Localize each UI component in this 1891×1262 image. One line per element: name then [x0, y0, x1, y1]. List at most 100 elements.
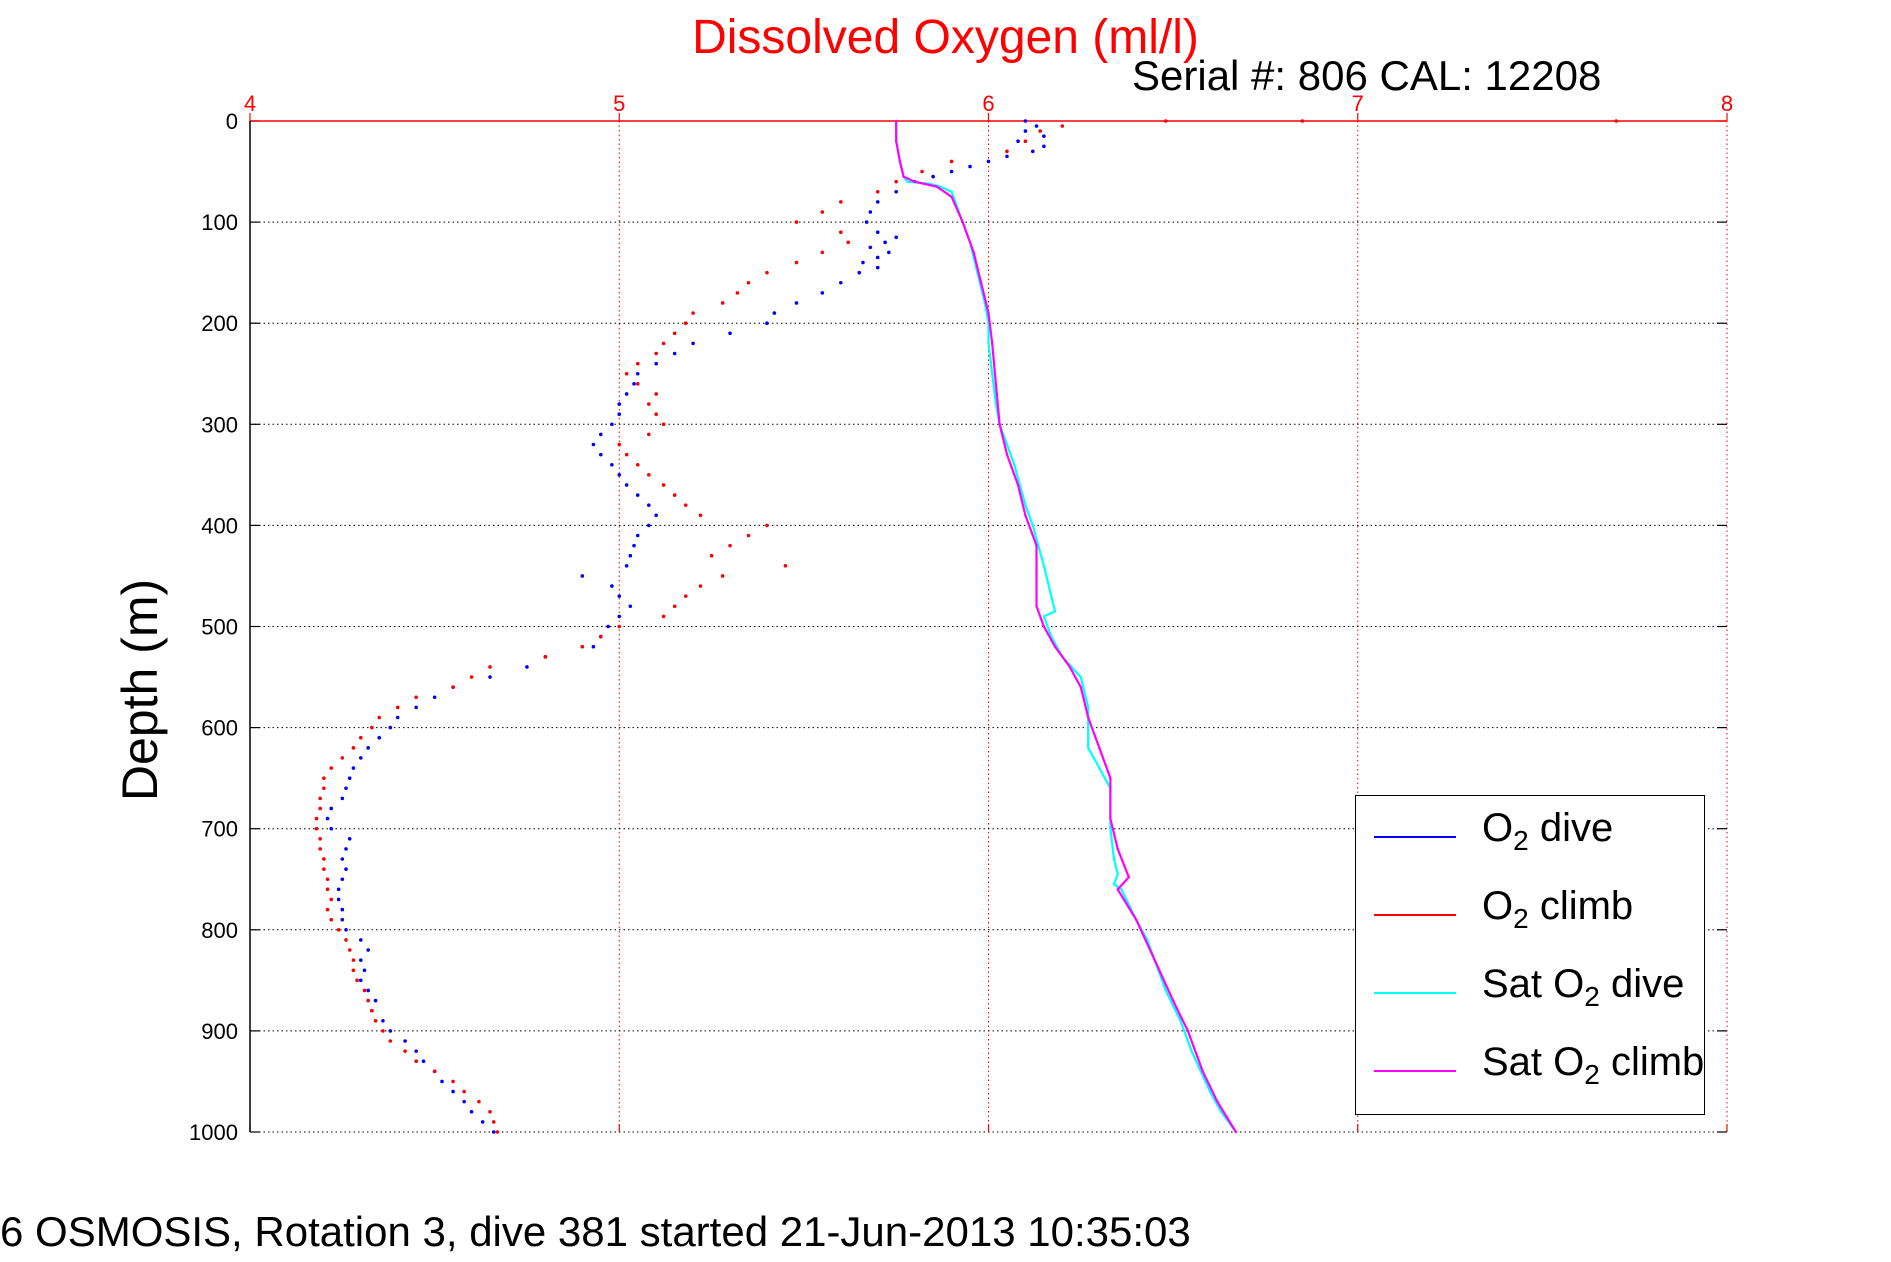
data-point-o2-climb: [735, 291, 740, 295]
data-point-sat-o2-dive: [1031, 524, 1035, 527]
data-point-o2-dive: [358, 978, 363, 983]
y-tick-label: 800: [201, 918, 238, 943]
y-tick-label: 400: [201, 513, 238, 538]
data-point-o2-dive: [347, 837, 352, 841]
data-point-sat-o2-dive: [1208, 1090, 1212, 1093]
legend-swatch-o2-dive: [1374, 836, 1456, 838]
data-point-o2-climb: [325, 887, 330, 892]
data-point-sat-o2-dive: [1190, 1049, 1193, 1053]
data-point-o2-climb: [322, 786, 326, 791]
data-point-sat-o2-dive: [1219, 1110, 1223, 1113]
data-point-o2-climb: [543, 655, 548, 659]
data-point-o2-dive: [366, 988, 370, 993]
data-point-o2-climb: [381, 1029, 385, 1033]
data-point-sat-o2-climb: [961, 220, 964, 224]
data-point-o2-dive: [820, 291, 825, 295]
data-point-o2-climb: [495, 1130, 500, 1134]
data-point-o2-climb: [1023, 139, 1028, 144]
data-point-sat-o2-climb: [1116, 888, 1119, 891]
legend-item-sat-o2-dive: Sat O2 dive: [1374, 962, 1704, 1022]
data-point-sat-o2-climb: [998, 423, 1001, 426]
data-point-o2-dive: [329, 826, 334, 831]
data-point-o2-climb: [414, 695, 418, 700]
data-point-o2-dive: [388, 725, 393, 730]
data-point-sat-o2-dive: [994, 402, 998, 406]
data-point-sat-o2-climb: [1035, 544, 1038, 547]
data-point-o2-climb: [617, 442, 622, 447]
data-point-o2-dive: [462, 1099, 466, 1104]
data-point-o2-dive: [894, 235, 898, 240]
data-point-o2-dive: [377, 735, 382, 740]
data-point-o2-dive: [635, 533, 640, 538]
data-point-o2-climb: [325, 877, 330, 882]
legend-item-o2-climb: O2 climb: [1374, 884, 1704, 944]
data-point-sat-o2-climb: [990, 342, 994, 345]
data-point-o2-dive: [864, 220, 869, 224]
data-point-o2-climb: [672, 604, 677, 609]
data-point-sat-o2-dive: [1112, 883, 1116, 886]
y-tick-label: 700: [201, 817, 238, 842]
data-point-sat-o2-climb: [1068, 665, 1071, 669]
data-point-o2-dive: [986, 159, 991, 164]
x-tick-label: 8: [1721, 91, 1733, 116]
data-point-o2-climb: [1163, 119, 1168, 123]
data-point-o2-climb: [370, 725, 374, 730]
data-point-sat-o2-dive: [1116, 872, 1119, 876]
data-point-sat-o2-dive: [906, 180, 909, 183]
data-point-o2-climb: [654, 351, 658, 356]
data-point-o2-climb: [683, 321, 688, 326]
data-point-o2-dive: [728, 331, 732, 336]
data-point-sat-o2-dive: [1042, 564, 1046, 568]
data-point-o2-climb: [765, 523, 769, 528]
data-point-o2-climb: [318, 796, 322, 801]
data-point-o2-dive: [691, 341, 695, 346]
data-point-o2-dive: [591, 644, 596, 649]
serial-cal-label: Serial #: 806 CAL: 12208: [1132, 52, 1602, 99]
data-point-o2-climb: [728, 543, 732, 548]
y-tick-label: 600: [201, 716, 238, 741]
data-point-o2-climb: [488, 1109, 492, 1114]
data-point-o2-dive: [610, 422, 614, 427]
data-point-o2-climb: [491, 1120, 496, 1124]
data-point-sat-o2-climb: [1171, 999, 1175, 1002]
data-point-o2-dive: [654, 361, 658, 366]
data-point-o2-dive: [591, 442, 596, 447]
data-point-o2-dive: [403, 1039, 407, 1043]
data-point-o2-climb: [362, 988, 367, 993]
data-point-o2-dive: [325, 816, 330, 821]
data-point-o2-dive: [373, 998, 378, 1003]
data-point-o2-climb: [1038, 129, 1042, 133]
data-point-o2-dive: [488, 675, 492, 679]
legend-item-o2-dive: O2 dive: [1374, 806, 1704, 866]
data-point-sat-o2-climb: [979, 281, 983, 284]
data-point-sat-o2-climb: [1042, 625, 1046, 628]
data-point-o2-dive: [617, 594, 622, 598]
data-point-o2-climb: [403, 1049, 407, 1053]
data-point-o2-climb: [1060, 124, 1065, 128]
data-point-o2-dive: [1042, 144, 1046, 149]
data-point-sat-o2-dive: [1109, 827, 1112, 830]
legend-label-sat-o2-dive: Sat O2 dive: [1482, 962, 1685, 1012]
data-point-o2-dive: [414, 705, 418, 710]
data-point-sat-o2-climb: [1005, 453, 1009, 456]
data-point-o2-climb: [920, 169, 924, 174]
data-point-o2-dive: [617, 412, 622, 416]
data-point-sat-o2-dive: [1079, 675, 1083, 679]
data-point-o2-climb: [672, 331, 677, 336]
data-point-o2-dive: [598, 432, 603, 437]
data-point-o2-dive: [440, 1079, 444, 1084]
x-tick-label: 4: [244, 91, 256, 116]
data-point-o2-dive: [421, 1059, 426, 1064]
data-point-sat-o2-climb: [1079, 685, 1083, 689]
data-point-o2-dive: [358, 938, 363, 942]
series-layer: [314, 119, 1619, 1134]
data-point-sat-o2-dive: [1042, 615, 1046, 618]
data-point-o2-climb: [358, 735, 363, 740]
data-point-o2-climb: [709, 553, 714, 558]
data-point-o2-dive: [395, 715, 400, 720]
data-point-o2-climb: [661, 483, 666, 487]
data-point-o2-dive: [1023, 119, 1028, 123]
data-point-o2-climb: [894, 179, 898, 184]
data-point-o2-climb: [783, 564, 788, 568]
